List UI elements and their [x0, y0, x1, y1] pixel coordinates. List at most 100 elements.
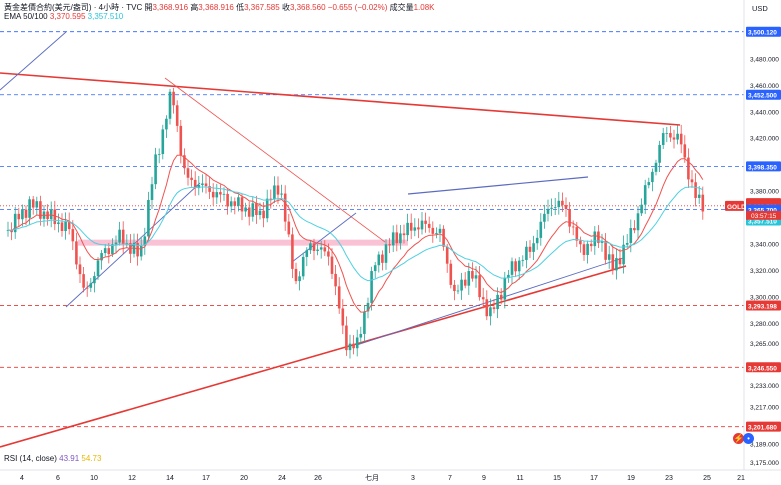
price-label: 3,201.680: [748, 425, 777, 432]
x-tick-label: 3: [411, 475, 415, 482]
y-tick-label: 3,300.000: [750, 295, 779, 302]
candle-body: [633, 228, 636, 231]
candle-body: [262, 210, 265, 219]
candle-body: [683, 144, 687, 158]
candle-body: [85, 287, 89, 289]
candle-body: [363, 311, 366, 334]
candle-body: [208, 186, 211, 192]
candle-body: [139, 245, 143, 257]
candle-body: [582, 244, 586, 255]
y-tick-label: 3,380.000: [750, 189, 779, 196]
x-tick-label: 6: [56, 475, 60, 482]
low-value: 3,367.585: [244, 3, 280, 12]
y-tick-label: 3,340.000: [750, 242, 779, 249]
candle-body: [409, 222, 413, 231]
candle-body: [75, 241, 78, 265]
candle-body: [219, 192, 222, 195]
x-tick-label: 4: [20, 475, 24, 482]
candle-body: [366, 302, 370, 312]
candle-body: [622, 244, 625, 265]
candle-body: [665, 133, 669, 134]
candle-body: [247, 207, 251, 217]
y-tick-label: 3,217.000: [750, 404, 779, 411]
x-tick-label: 17: [590, 475, 598, 482]
candle-body: [283, 193, 287, 222]
price-label: 3,500.120: [748, 30, 777, 37]
candle-body: [10, 230, 13, 233]
x-tick-label: 14: [166, 475, 174, 482]
candle-body: [535, 237, 539, 244]
candle-body: [643, 185, 647, 205]
open-value: 3,368.916: [152, 3, 189, 12]
candle-body: [287, 221, 291, 235]
candle-body: [611, 254, 615, 271]
wedge-upper-line: [407, 176, 589, 195]
candle-body: [478, 275, 481, 298]
event-bolt-icon[interactable]: ⚡: [733, 433, 744, 444]
countdown-label: 03:57:15: [751, 213, 777, 220]
candle-body: [111, 244, 114, 255]
candle-body: [456, 290, 460, 292]
channel-line-c: [291, 212, 357, 263]
candle-body: [136, 242, 139, 257]
candle-body: [413, 227, 417, 231]
candle-body: [485, 299, 489, 317]
candle-body: [431, 227, 435, 234]
candle-body: [618, 258, 622, 265]
candle-body: [489, 307, 492, 317]
countdown-box: [746, 210, 781, 220]
low-label: 低: [236, 3, 245, 12]
candle-body: [294, 268, 298, 282]
price-label-box: [746, 161, 781, 172]
candle-body: [53, 209, 57, 225]
candle-body: [150, 184, 154, 200]
ticker-tag-box: [725, 200, 744, 211]
candle-body: [237, 197, 240, 206]
candle-body: [305, 250, 309, 257]
x-tick-label: 26: [314, 475, 322, 482]
candle-body: [301, 256, 305, 277]
x-tick-label: 9: [482, 475, 486, 482]
open-label: 開: [144, 3, 153, 12]
candle-body: [348, 343, 352, 351]
candle-body: [532, 243, 535, 252]
y-tick-label: 3,175.000: [750, 460, 779, 467]
candle-body: [503, 277, 507, 300]
candle-body: [190, 177, 193, 180]
support-zone: [78, 239, 408, 246]
candle-body: [147, 199, 150, 237]
price-label: 3,357.510: [748, 218, 777, 225]
candle-body: [186, 168, 190, 178]
x-tick-label: 10: [90, 475, 98, 482]
candle-body: [658, 144, 661, 163]
candle-body: [204, 183, 208, 187]
currency-label: USD: [752, 4, 768, 13]
candle-body: [669, 133, 672, 138]
candle-body: [492, 307, 496, 310]
candle-body: [226, 193, 229, 207]
candle-body: [539, 221, 543, 238]
event-flag-icon[interactable]: •: [743, 433, 754, 444]
x-tick-label: 21: [737, 475, 745, 482]
candle-body: [211, 191, 215, 198]
candle-body: [373, 265, 377, 272]
candle-body: [694, 182, 697, 198]
candle-body: [442, 228, 445, 247]
ema50-line: [7, 154, 704, 313]
close-value: 3,368.560: [289, 3, 326, 12]
y-tick-label: 3,233.000: [750, 383, 779, 390]
y-tick-label: 3,420.000: [750, 136, 779, 143]
candle-body: [168, 91, 172, 119]
candle-body: [460, 279, 463, 291]
candle-body: [449, 263, 453, 285]
candle-body: [64, 221, 67, 232]
candle-body: [701, 194, 705, 212]
candle-body: [352, 343, 355, 349]
candle-body: [298, 276, 301, 282]
candle-body: [395, 232, 399, 244]
candle-body: [132, 242, 136, 254]
y-tick-label: 3,189.000: [750, 441, 779, 448]
candle-body: [676, 133, 679, 140]
candle-body: [57, 222, 60, 225]
